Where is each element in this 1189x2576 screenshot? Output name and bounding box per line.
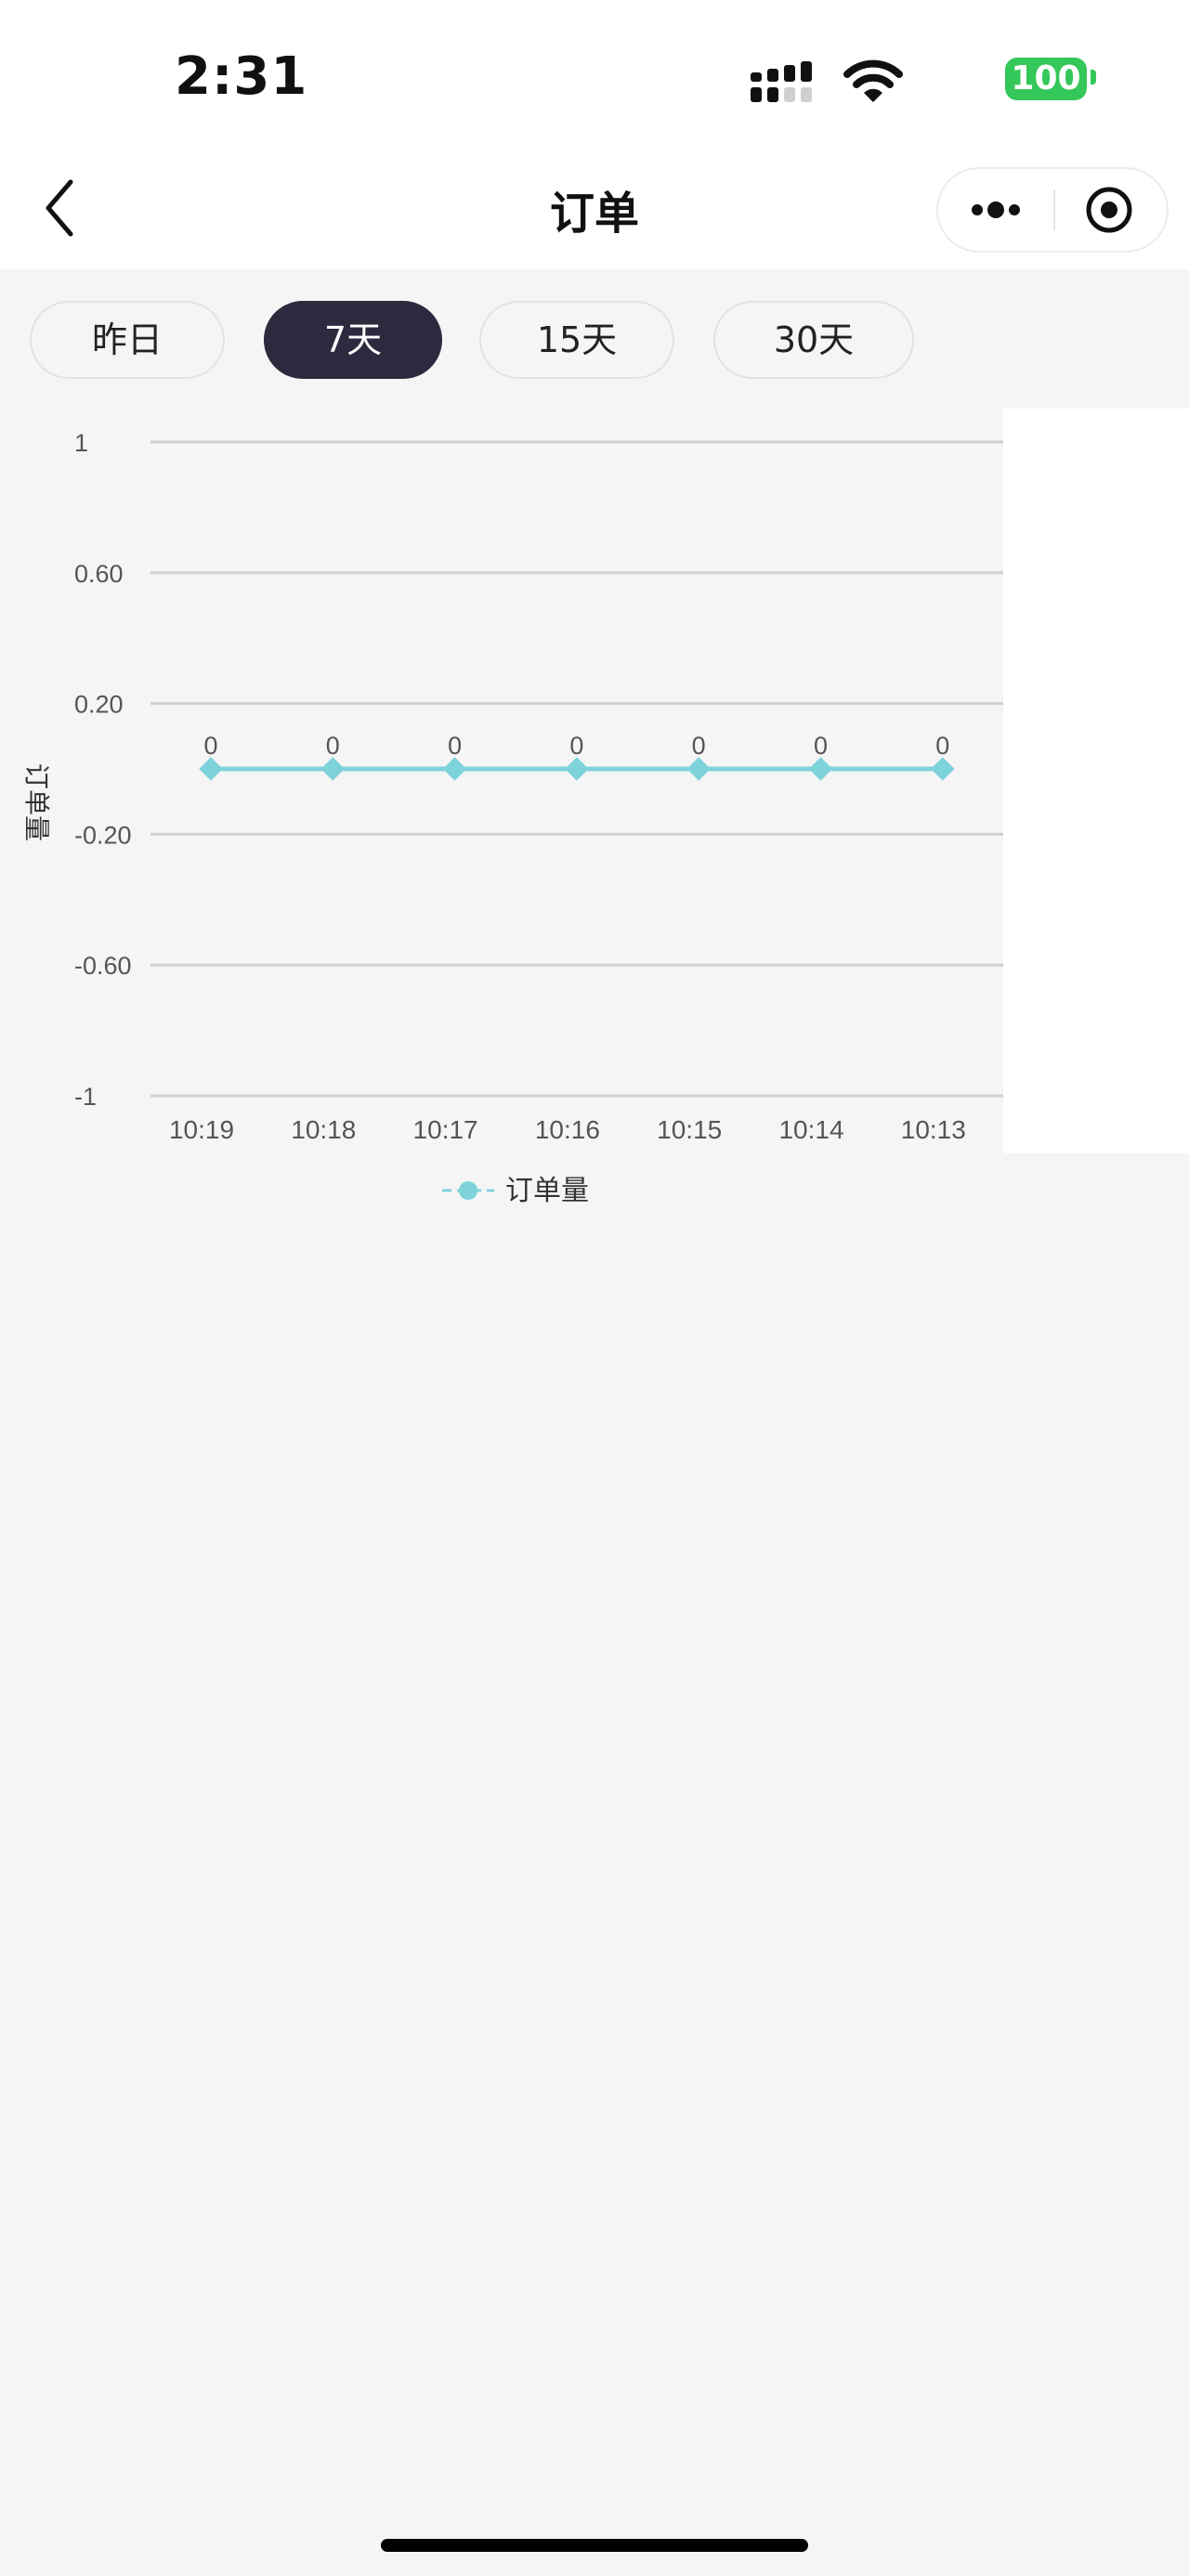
x-tick-label: 10:17 [413, 1115, 478, 1144]
y-tick-label: 1 [74, 429, 88, 457]
tab-15-days[interactable]: 15天 [479, 301, 674, 379]
home-indicator [381, 2539, 808, 2552]
status-bar: 2:31 100 [0, 0, 1189, 149]
y-axis-label: 订单量 [22, 763, 51, 841]
mini-program-capsule [936, 167, 1169, 253]
y-tick-label: -0.20 [74, 821, 132, 849]
data-point [686, 757, 711, 781]
data-label: 0 [326, 732, 340, 760]
x-tick-label: 10:18 [291, 1115, 356, 1144]
data-label: 0 [569, 732, 583, 760]
data-point [565, 757, 589, 781]
tab-7-days[interactable]: 7天 [264, 301, 442, 379]
battery-cap [1091, 70, 1096, 85]
tab-yesterday[interactable]: 昨日 [30, 301, 225, 379]
battery-indicator: 100 [1005, 58, 1087, 100]
data-label: 0 [814, 732, 828, 760]
wifi-icon [843, 59, 903, 102]
legend-marker [459, 1181, 477, 1200]
status-icons: 100 [715, 54, 1096, 106]
data-label: 0 [203, 732, 217, 760]
x-tick-label: 10:14 [778, 1115, 843, 1144]
capsule-divider [1053, 189, 1055, 230]
data-point [931, 757, 955, 781]
data-point [808, 757, 833, 781]
data-point [320, 757, 346, 781]
tab-30-days[interactable]: 30天 [713, 301, 914, 379]
cellular-signal-icon [751, 61, 812, 102]
data-label: 0 [448, 732, 462, 760]
x-tick-label: 10:13 [901, 1115, 966, 1144]
x-tick-label: 10:16 [535, 1115, 600, 1144]
back-chevron-icon[interactable] [33, 175, 89, 240]
y-tick-label: -1 [74, 1083, 97, 1111]
data-label: 0 [935, 732, 949, 760]
y-tick-label: -0.60 [74, 952, 132, 980]
y-tick-label: 0.20 [74, 691, 124, 719]
close-target-icon[interactable] [1055, 169, 1167, 251]
x-tick-label: 10:15 [657, 1115, 722, 1144]
more-options-icon[interactable] [938, 169, 1053, 251]
data-point [442, 757, 467, 781]
navigation-bar: 订单 [0, 149, 1189, 269]
status-time: 2:31 [175, 46, 308, 107]
data-point [199, 757, 223, 781]
x-tick-label: 10:19 [169, 1115, 234, 1144]
legend-label: 订单量 [505, 1176, 589, 1206]
orders-line-chart: 1 0.60 0.20 -0.20 -0.60 -1 订单量 10:19 10:18 10:17 1… [22, 429, 1003, 1206]
side-panel [1003, 409, 1189, 1153]
data-label: 0 [692, 732, 706, 760]
y-tick-label: 0.60 [74, 560, 124, 588]
page-title: 订单 [549, 188, 639, 240]
